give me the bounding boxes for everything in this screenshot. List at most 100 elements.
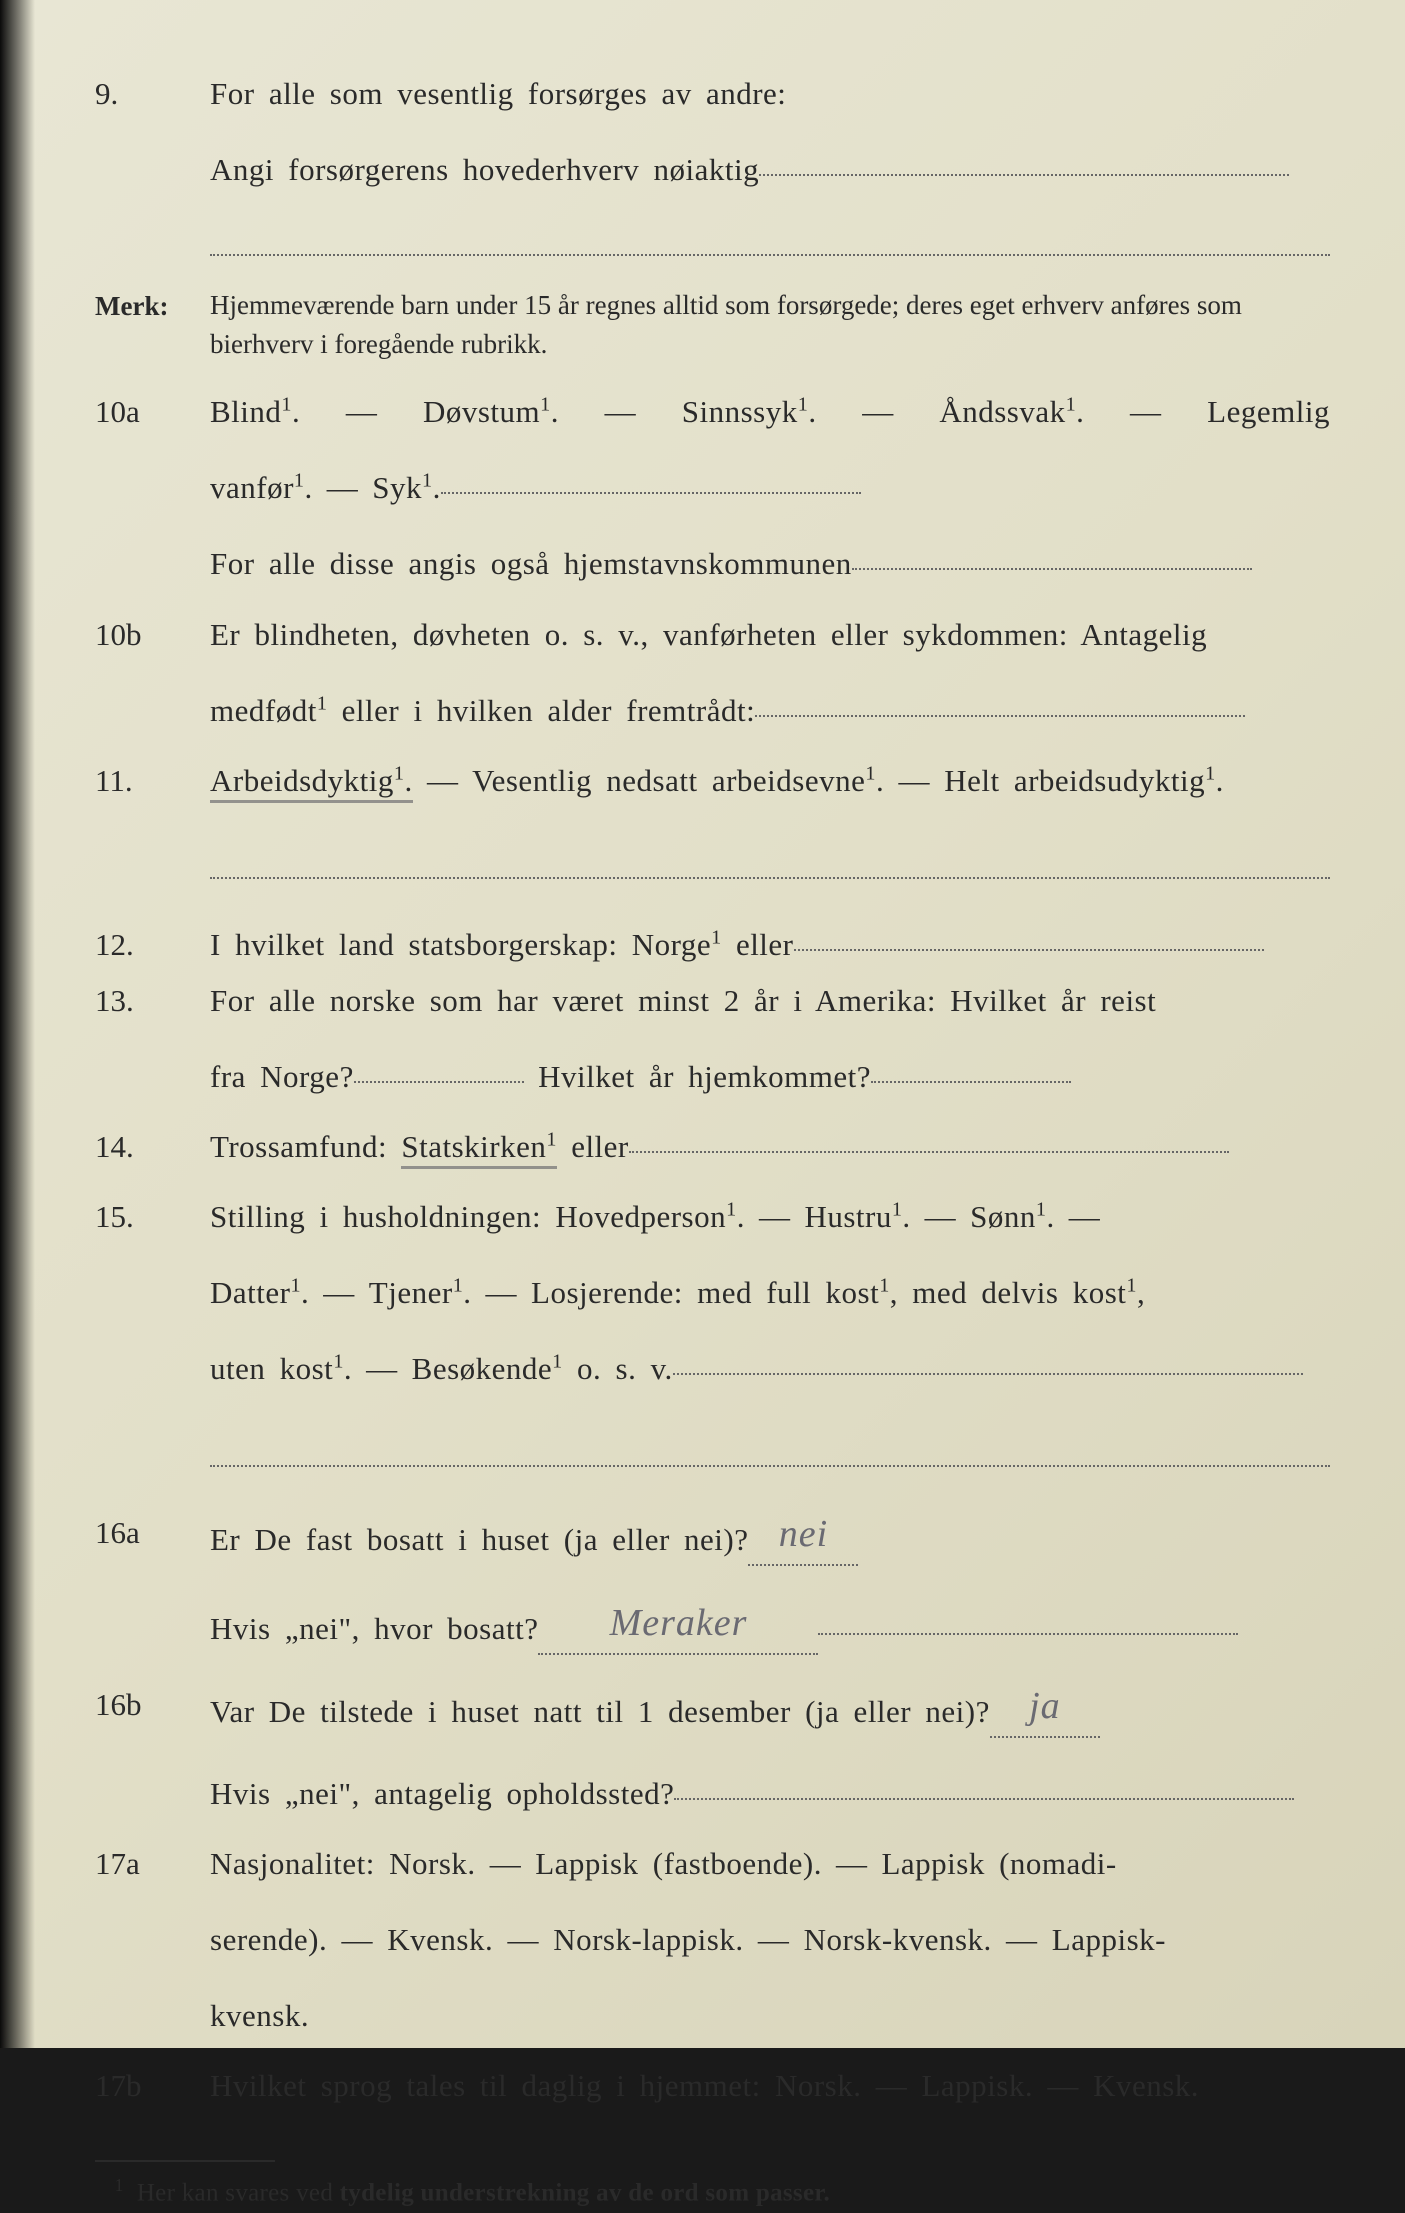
sup: 1 <box>333 1351 344 1373</box>
q16b-line1: Var De tilstede i huset natt til 1 desem… <box>210 1681 1330 1742</box>
fill-line-full[interactable] <box>210 839 1330 879</box>
opt-statskirken: Statskirken1 <box>401 1129 557 1169</box>
dash: — <box>327 470 359 505</box>
q10a-content: Blind1. — Døvstum1. — Sinnssyk1. — Åndss… <box>210 388 1330 588</box>
q9-line2-text: Angi forsørgerens hovederhverv nøiaktig <box>210 152 759 187</box>
sup: 1 <box>711 926 722 948</box>
opt-dovstum-text: Døvstum <box>423 394 540 429</box>
q17a-number: 17a <box>95 1840 210 1888</box>
q10a-options-line1: Blind1. — Døvstum1. — Sinnssyk1. — Åndss… <box>210 388 1330 436</box>
q14-post: eller <box>557 1129 629 1164</box>
sup: 1 <box>281 394 292 416</box>
q10b-medfodt: medfødt <box>210 693 317 728</box>
fill-line-full[interactable] <box>210 216 1330 256</box>
question-16a: 16a Er De fast bosatt i huset (ja eller … <box>95 1509 1330 1659</box>
q13-fra-norge: fra Norge? <box>210 1059 354 1094</box>
question-10b: 10b Er blindheten, døvheten o. s. v., va… <box>95 611 1330 735</box>
q15-osv: o. s. v. <box>563 1351 673 1386</box>
dash: — <box>366 1351 398 1386</box>
question-14: 14. Trossamfund: Statskirken1 eller <box>95 1123 1330 1171</box>
q15-line2: Datter1.—Tjener1.—Losjerende: med full k… <box>210 1269 1330 1317</box>
dash: — <box>759 1199 791 1234</box>
q10a-line3-text: For alle disse angis også hjemstavnskomm… <box>210 546 852 581</box>
document-page: 9. For alle som vesentlig forsørges av a… <box>0 0 1405 2048</box>
q10b-content: Er blindheten, døvheten o. s. v., vanfør… <box>210 611 1330 735</box>
q17a-pre: Nasjonalitet: Norsk. <box>210 1846 476 1881</box>
q10b-line2: medfødt1 eller i hvilken alder fremtrådt… <box>210 687 1330 735</box>
fill-line[interactable] <box>354 1081 524 1083</box>
q12-pre: I hvilket land statsborgerskap: Norge <box>210 927 711 962</box>
q9-content: For alle som vesentlig forsørges av andr… <box>210 70 1330 256</box>
sup: 1 <box>1126 1275 1137 1297</box>
fill-line[interactable] <box>441 492 861 494</box>
fill-line[interactable] <box>852 568 1252 570</box>
opt-hustru: Hustru <box>804 1199 891 1234</box>
fill-answer-16b1[interactable]: ja <box>990 1677 1100 1738</box>
question-12: 12. I hvilket land statsborgerskap: Norg… <box>95 921 1330 969</box>
sup: 1 <box>879 1275 890 1297</box>
opt-uten-kost: uten kost <box>210 1351 333 1386</box>
fill-line[interactable] <box>674 1798 1294 1800</box>
dash: — <box>427 763 459 798</box>
question-16b: 16b Var De tilstede i huset natt til 1 d… <box>95 1681 1330 1818</box>
opt-arbeidsdyktig: Arbeidsdyktig1. <box>210 763 413 803</box>
opt-andssvak-text: Åndssvak <box>939 394 1065 429</box>
dash: — <box>486 1275 518 1310</box>
q16a-content: Er De fast bosatt i huset (ja eller nei)… <box>210 1509 1330 1659</box>
fill-line[interactable] <box>818 1633 1238 1635</box>
q15-line3: uten kost1.—Besøkende1 o. s. v. <box>210 1345 1330 1393</box>
q17a-line2: serende). — Kvensk. — Norsk-lappisk. — N… <box>210 1916 1330 1964</box>
opt-blind-text: Blind <box>210 394 281 429</box>
fill-answer-16a1[interactable]: nei <box>748 1505 858 1566</box>
opt-tjener: Tjener <box>369 1275 453 1310</box>
q13-hjemkommet: Hvilket år hjemkommet? <box>538 1059 871 1094</box>
q10b-line2-post: eller i hvilken alder fremtrådt: <box>327 693 755 728</box>
fill-line[interactable] <box>755 715 1245 717</box>
answer-16a-meraker: Meraker <box>610 1602 748 1644</box>
q13-number: 13. <box>95 977 210 1025</box>
opt-datter: Datter <box>210 1275 290 1310</box>
q13-line2: fra Norge? Hvilket år hjemkommet? <box>210 1053 1330 1101</box>
q16b-content: Var De tilstede i huset natt til 1 desem… <box>210 1681 1330 1818</box>
dash: — <box>605 388 637 436</box>
fill-line[interactable] <box>794 949 1264 951</box>
sup: 1 <box>546 1128 557 1150</box>
fill-line[interactable] <box>759 174 1289 176</box>
fill-line[interactable] <box>871 1081 1071 1083</box>
footnote-text: Her kan svares ved <box>137 2179 340 2206</box>
sup: 1 <box>1205 762 1216 784</box>
q10b-line1: Er blindheten, døvheten o. s. v., vanfør… <box>210 611 1330 659</box>
q15-number: 15. <box>95 1193 210 1241</box>
sup: 1 <box>317 692 328 714</box>
answer-16b-ja: ja <box>1029 1685 1061 1727</box>
footnote-bold: tydelig understrekning av de ord som pas… <box>340 2179 830 2206</box>
q12-number: 12. <box>95 921 210 969</box>
sup: 1 <box>798 394 809 416</box>
q16a-q1: Er De fast bosatt i huset (ja eller nei)… <box>210 1522 748 1557</box>
sup: 1 <box>394 762 405 784</box>
dash: — <box>1130 388 1162 436</box>
q12-content: I hvilket land statsborgerskap: Norge1 e… <box>210 921 1330 969</box>
opt-blind: Blind1. <box>210 388 300 436</box>
q14-statskirken: Statskirken <box>401 1129 546 1164</box>
fill-line-full[interactable] <box>210 1427 1330 1467</box>
merk-text: Hjemmeværende barn under 15 år regnes al… <box>210 286 1330 364</box>
question-17b: 17b Hvilket sprog tales til daglig i hje… <box>95 2062 1330 2110</box>
question-15: 15. Stilling i husholdningen: Hovedperso… <box>95 1193 1330 1467</box>
sup: 1 <box>453 1275 464 1297</box>
fill-line[interactable] <box>673 1373 1303 1375</box>
dash: — <box>346 388 378 436</box>
opt-delvis: , med delvis kost <box>890 1275 1127 1310</box>
opt-legemlig: Legemlig <box>1207 388 1330 436</box>
sup: 1 <box>726 1199 737 1221</box>
merk-note: Merk: Hjemmeværende barn under 15 år reg… <box>95 286 1330 364</box>
q10a-line3: For alle disse angis også hjemstavnskomm… <box>210 540 1330 588</box>
q13-line1: For alle norske som har været minst 2 år… <box>210 977 1330 1025</box>
fill-line[interactable] <box>629 1151 1229 1153</box>
opt-lappisk-fast: Lappisk (fastboende). <box>535 1846 822 1881</box>
q16a-line2: Hvis „nei", hvor bosatt?Meraker <box>210 1598 1330 1659</box>
q12-post: eller <box>722 927 794 962</box>
q16a-number: 16a <box>95 1509 210 1557</box>
fill-answer-16a2[interactable]: Meraker <box>538 1594 818 1655</box>
q9-line1: For alle som vesentlig forsørges av andr… <box>210 70 1330 118</box>
